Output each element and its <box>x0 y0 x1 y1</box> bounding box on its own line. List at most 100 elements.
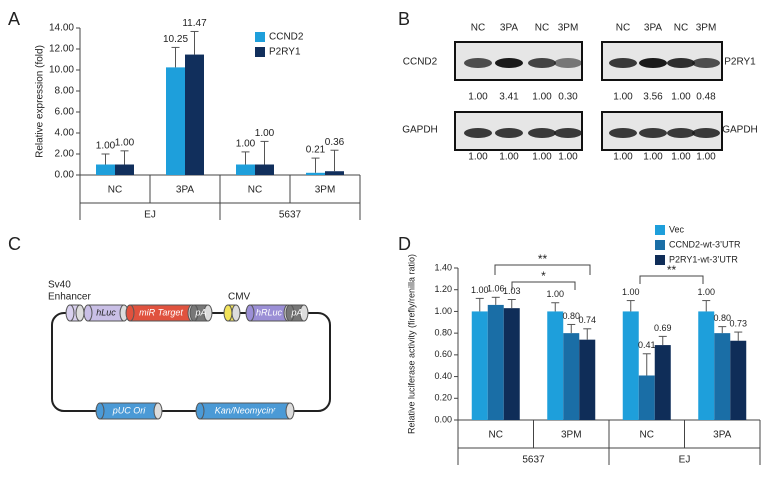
value-label: 0.73 <box>729 318 747 328</box>
error-bar <box>626 300 635 312</box>
y-tick-label: 8.00 <box>55 86 75 97</box>
blot-value: 0.48 <box>696 92 716 103</box>
cylinder-end <box>195 402 205 420</box>
error-bar <box>190 30 199 55</box>
y-tick-label: 0.40 <box>434 371 452 381</box>
error-bar <box>583 328 592 340</box>
plasmid-backbone <box>51 312 331 412</box>
element-label: pUC Ori <box>112 405 147 415</box>
legend-swatch <box>255 32 265 42</box>
panel-letter: A <box>8 9 20 29</box>
panel-letter: D <box>398 234 411 254</box>
value-label: 1.00 <box>697 287 715 297</box>
bar <box>698 311 715 420</box>
y-tick-label: 0.80 <box>434 328 452 338</box>
blot-band <box>554 128 582 138</box>
error-bar <box>507 298 516 309</box>
element-label: hRLuc <box>256 307 283 317</box>
error-bar <box>101 153 110 165</box>
blot-label: GAPDH <box>722 125 758 136</box>
lane-label: NC <box>535 23 549 34</box>
blot-label: CCND2 <box>403 57 438 68</box>
plasmid-element <box>125 304 197 322</box>
x-tick-label: 3PA <box>176 185 194 196</box>
bar <box>325 171 344 175</box>
legend-label: CCND2-wt-3’UTR <box>669 239 741 249</box>
blot-band <box>609 128 637 138</box>
legend-label: CCND2 <box>269 32 304 43</box>
error-bar <box>120 150 129 165</box>
lane-label: 3PM <box>558 23 579 34</box>
bar <box>654 345 671 420</box>
bar <box>255 164 274 175</box>
blot-value: 3.41 <box>499 92 519 103</box>
value-label: 1.06 <box>487 284 505 294</box>
legend-label: Vec <box>669 224 685 234</box>
lane-label: NC <box>616 23 630 34</box>
element-label: hLuc <box>96 307 116 317</box>
error-bar <box>718 326 727 334</box>
value-label: 1.00 <box>96 141 116 152</box>
bar <box>563 333 580 420</box>
significance-label: ** <box>667 263 677 277</box>
cylinder-end <box>299 304 309 322</box>
value-label: 10.25 <box>163 34 188 45</box>
element-label: pA <box>194 307 206 317</box>
legend-label: P2RY1 <box>269 47 301 58</box>
y-tick-label: 1.00 <box>434 306 452 316</box>
cylinder-end <box>203 304 213 322</box>
y-tick-label: 0.60 <box>434 349 452 359</box>
promoter-label: Sv40 <box>48 280 71 291</box>
cmv-element <box>223 304 241 322</box>
plasmid-element <box>189 304 213 322</box>
blot-value: 1.00 <box>532 92 552 103</box>
bar <box>730 340 747 420</box>
error-bar <box>491 296 500 305</box>
cylinder-end <box>285 304 295 322</box>
significance-bracket <box>639 275 704 284</box>
blot-band <box>495 58 523 68</box>
sv40-enhancer-element <box>65 304 85 322</box>
cylinder-end <box>95 402 105 420</box>
value-label: 0.74 <box>578 315 596 325</box>
group-label: EJ <box>144 210 156 221</box>
plasmid-element <box>285 304 309 322</box>
value-label: 1.00 <box>236 139 256 150</box>
error-bar <box>241 151 250 165</box>
blot-value: 3.56 <box>643 92 663 103</box>
y-tick-label: 14.00 <box>49 23 74 34</box>
bar <box>714 333 731 420</box>
legend-swatch <box>655 240 665 250</box>
value-label: 0.80 <box>713 313 731 323</box>
bar <box>622 311 639 420</box>
bar <box>503 308 520 420</box>
significance-label: * <box>541 269 546 283</box>
value-label: 0.80 <box>562 311 580 321</box>
x-tick-label: 3PA <box>713 430 731 441</box>
value-label: 1.00 <box>115 137 135 148</box>
legend-label: P2RY1-wt-3’UTR <box>669 254 738 264</box>
error-bar <box>475 297 484 312</box>
value-label: 0.41 <box>638 340 656 350</box>
error-bar <box>311 157 320 173</box>
value-label: 1.00 <box>546 289 564 299</box>
x-tick-label: NC <box>108 185 122 196</box>
bar <box>115 164 134 175</box>
plasmid-element <box>83 304 129 322</box>
blot-band <box>609 58 637 68</box>
blot-band <box>528 58 556 68</box>
value-label: 1.00 <box>255 128 275 139</box>
blot-value: 1.00 <box>696 152 716 163</box>
blot-band <box>692 58 720 68</box>
bar <box>638 375 655 420</box>
value-label: 1.00 <box>622 287 640 297</box>
cylinder-end <box>153 402 163 420</box>
bar <box>487 304 504 420</box>
bar <box>547 311 564 420</box>
value-label: 1.03 <box>503 286 521 296</box>
bar <box>96 164 115 175</box>
y-tick-label: 0.20 <box>434 393 452 403</box>
bar <box>166 67 185 175</box>
blot-band <box>667 58 695 68</box>
